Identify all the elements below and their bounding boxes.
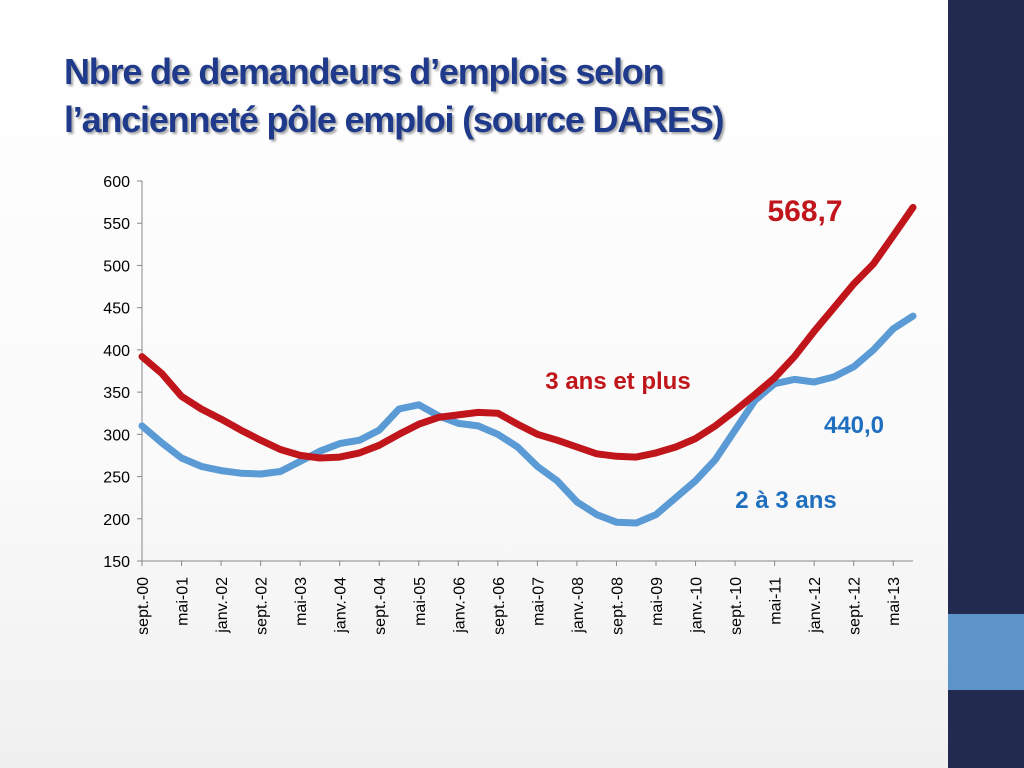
y-tick-label: 150 bbox=[103, 554, 130, 571]
line-chart: 150 200 250 300 350 400 450 500 550 600 sept.-00 ma… bbox=[103, 174, 917, 635]
end-value-label-3-ans-et-plus: 568,7 bbox=[767, 195, 842, 228]
x-tick-label: janv.-06 bbox=[451, 577, 468, 634]
x-tick-label: janv.-08 bbox=[570, 577, 587, 634]
y-tick-label: 600 bbox=[103, 174, 130, 191]
y-tick-label: 250 bbox=[103, 470, 130, 487]
x-tick-label: sept.-04 bbox=[372, 577, 389, 635]
x-tick-label: sept.-00 bbox=[135, 577, 152, 635]
y-tick-label: 550 bbox=[103, 216, 130, 233]
x-tick-label: sept.-10 bbox=[728, 577, 745, 635]
x-tick-label: mai-01 bbox=[175, 577, 192, 626]
y-tick-label: 200 bbox=[103, 512, 130, 529]
x-tick-label: mai-05 bbox=[412, 577, 429, 626]
x-tick-label: sept.-06 bbox=[491, 577, 508, 635]
x-tick-label: mai-03 bbox=[293, 577, 310, 626]
x-tick-label: sept.-08 bbox=[609, 577, 626, 635]
x-tick-label: mai-11 bbox=[768, 577, 785, 625]
y-tick-label: 400 bbox=[103, 343, 130, 360]
series-line-2-a-3-ans bbox=[138, 312, 917, 527]
chart-series bbox=[138, 203, 917, 527]
x-tick-label: sept.-02 bbox=[254, 577, 271, 635]
slide-background bbox=[0, 0, 948, 768]
y-tick-label: 300 bbox=[103, 427, 130, 444]
x-tick-label: janv.-02 bbox=[214, 577, 231, 634]
chart-annotations: 568,7 3 ans et plus 440,0 2 à 3 ans bbox=[545, 195, 884, 514]
x-tick-label: janv.-04 bbox=[333, 577, 350, 634]
chart-axes: 150 200 250 300 350 400 450 500 550 600 sept.-00 ma… bbox=[103, 174, 913, 635]
slide-title-line2: l’ancienneté pôle emploi (source DARES) bbox=[64, 99, 725, 140]
slide-sidebar-accent bbox=[948, 614, 1024, 690]
end-value-label-2-a-3-ans: 440,0 bbox=[824, 412, 884, 439]
series-label-2-a-3-ans: 2 à 3 ans bbox=[735, 487, 836, 514]
x-tick-label: mai-07 bbox=[530, 577, 547, 626]
x-tick-label: mai-09 bbox=[649, 577, 666, 626]
series-line-3-ans-et-plus bbox=[138, 203, 917, 462]
y-tick-label: 500 bbox=[103, 258, 130, 275]
y-tick-label: 450 bbox=[103, 301, 130, 318]
slide-title-line1: Nbre de demandeurs d’emplois selon bbox=[64, 51, 665, 92]
x-tick-label: janv.-10 bbox=[689, 577, 706, 634]
series-label-3-ans-et-plus: 3 ans et plus bbox=[545, 368, 690, 395]
y-tick-label: 350 bbox=[103, 385, 130, 402]
slide-title: Nbre de demandeurs d’emplois selon l’anc… bbox=[64, 48, 904, 144]
x-tick-label: mai-13 bbox=[886, 577, 903, 626]
x-tick-label: sept.-12 bbox=[847, 577, 864, 635]
x-tick-label: janv.-12 bbox=[807, 577, 824, 634]
